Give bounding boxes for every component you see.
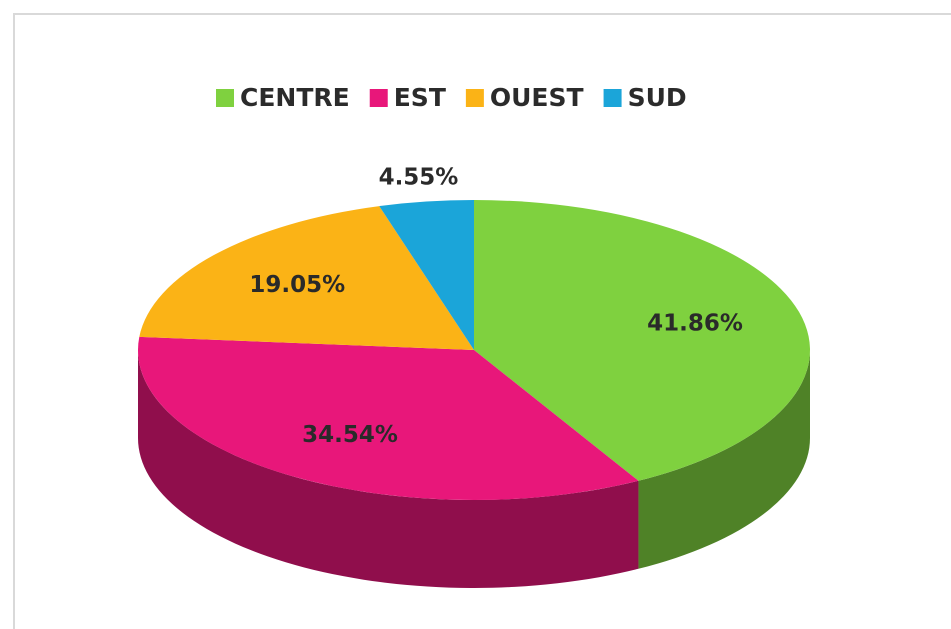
value-label: 34.54% (302, 422, 398, 448)
legend-swatch (603, 89, 622, 107)
slice (138, 336, 639, 500)
legend-label: CENTRE (240, 83, 350, 112)
legend-swatch (216, 89, 234, 107)
legend-swatch (369, 89, 388, 107)
slice-side (638, 350, 810, 569)
value-label: 4.55% (379, 164, 459, 190)
legend-label: OUEST (490, 83, 584, 112)
slice-side (138, 350, 639, 588)
legend-swatch (465, 89, 484, 107)
slice (379, 200, 474, 350)
slice (139, 206, 474, 350)
value-label: 41.86% (647, 311, 743, 337)
legend-label: SUD (628, 83, 687, 112)
legend-label: EST (394, 83, 446, 112)
slice (474, 200, 810, 481)
value-label: 19.05% (249, 272, 345, 298)
